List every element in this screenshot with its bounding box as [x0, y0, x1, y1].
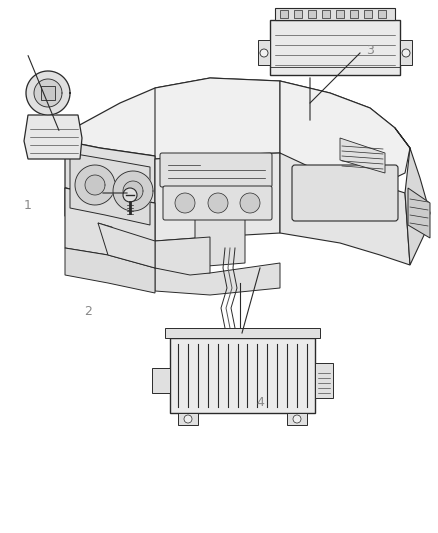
FancyBboxPatch shape — [160, 153, 272, 187]
Polygon shape — [65, 78, 395, 160]
Text: 2: 2 — [84, 305, 92, 318]
Bar — [280, 10, 288, 18]
Polygon shape — [155, 237, 210, 275]
Bar — [287, 413, 307, 425]
Polygon shape — [24, 115, 82, 159]
Circle shape — [293, 415, 301, 423]
Bar — [336, 10, 344, 18]
Bar — [364, 10, 372, 18]
Bar — [41, 86, 55, 100]
Polygon shape — [155, 78, 280, 159]
Circle shape — [184, 415, 192, 423]
Polygon shape — [98, 223, 155, 268]
Circle shape — [175, 193, 195, 213]
Polygon shape — [123, 181, 143, 201]
FancyBboxPatch shape — [163, 186, 272, 220]
Polygon shape — [195, 218, 245, 267]
Bar — [152, 368, 170, 393]
Text: 3: 3 — [366, 44, 374, 57]
Circle shape — [208, 193, 228, 213]
Polygon shape — [280, 153, 410, 265]
Polygon shape — [98, 223, 120, 238]
Bar — [275, 8, 395, 20]
Polygon shape — [65, 188, 155, 268]
Bar — [315, 363, 333, 398]
Circle shape — [123, 188, 137, 202]
Polygon shape — [75, 165, 115, 205]
Circle shape — [240, 193, 260, 213]
Text: 4: 4 — [257, 396, 265, 409]
Polygon shape — [280, 81, 410, 185]
Polygon shape — [65, 248, 155, 293]
Polygon shape — [113, 171, 153, 211]
FancyBboxPatch shape — [292, 165, 398, 221]
Bar — [178, 413, 198, 425]
Circle shape — [260, 49, 268, 57]
Bar — [294, 10, 302, 18]
Polygon shape — [65, 188, 155, 233]
Polygon shape — [85, 175, 105, 195]
Polygon shape — [270, 20, 400, 75]
Polygon shape — [340, 138, 385, 173]
Polygon shape — [34, 79, 62, 107]
Bar — [322, 10, 330, 18]
Polygon shape — [170, 338, 315, 413]
Polygon shape — [155, 263, 280, 295]
Polygon shape — [65, 141, 155, 203]
Bar — [350, 10, 358, 18]
Bar — [308, 10, 316, 18]
Bar — [258, 40, 270, 65]
Polygon shape — [155, 153, 280, 241]
Circle shape — [402, 49, 410, 57]
Polygon shape — [395, 128, 430, 265]
Polygon shape — [26, 71, 70, 115]
Text: 1: 1 — [23, 199, 31, 212]
Bar — [165, 328, 320, 338]
Polygon shape — [408, 188, 430, 238]
Polygon shape — [70, 153, 150, 225]
Bar — [400, 40, 412, 65]
Bar — [378, 10, 386, 18]
